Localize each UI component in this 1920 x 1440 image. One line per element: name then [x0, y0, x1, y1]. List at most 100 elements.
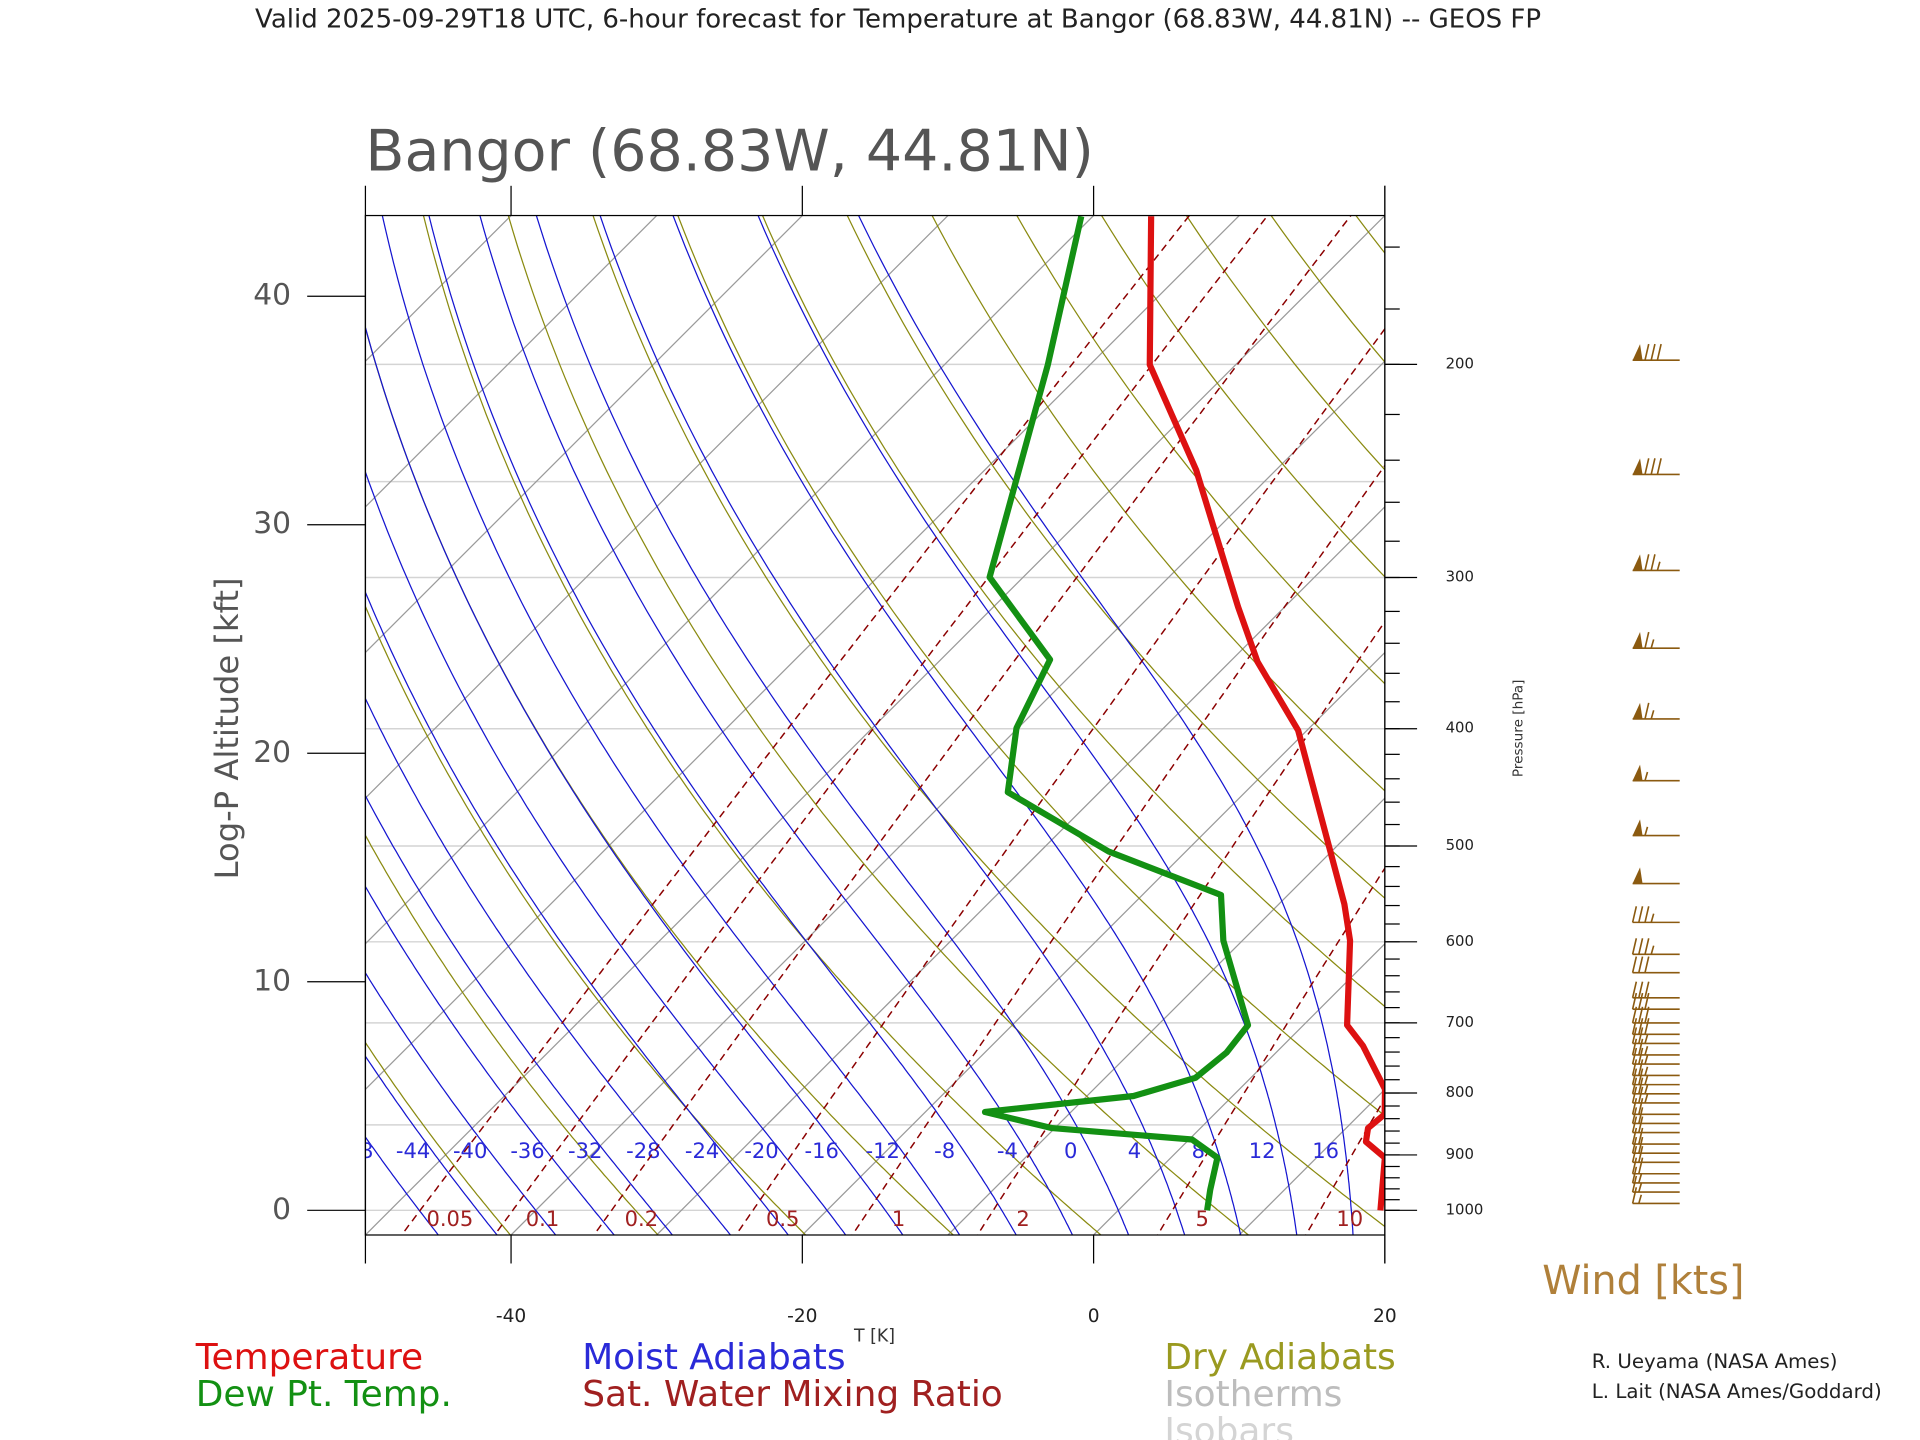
- wind-barb: [1632, 343, 1680, 361]
- barb-full: [1638, 1047, 1644, 1065]
- moist-adiabat-label: -32: [568, 1138, 602, 1163]
- barb-full: [1644, 1006, 1650, 1024]
- barb-full: [1631, 1175, 1638, 1193]
- wind-barb: [1631, 938, 1680, 956]
- moist-adiabat: [365, 1136, 440, 1235]
- y2-tick-label: 600: [1446, 932, 1474, 950]
- wind-barb: [1632, 764, 1680, 782]
- barb-full: [1631, 1157, 1638, 1174]
- y2-axis-label: Pressure [hPa]: [1511, 680, 1527, 778]
- isotherm: [365, 215, 512, 363]
- page-title: Valid 2025-09-29T18 UTC, 6-hour forecast…: [255, 4, 1541, 34]
- barb-half: [1644, 771, 1649, 781]
- barb-full: [1644, 554, 1650, 571]
- moist-adiabat-label: 12: [1249, 1138, 1276, 1163]
- moist-adiabat-label: -8: [934, 1138, 955, 1163]
- dry-adiabat: [365, 1041, 512, 1235]
- barb-full: [1638, 938, 1644, 955]
- barb-half: [1650, 639, 1655, 649]
- barb-half: [1644, 1055, 1649, 1065]
- x-tick-label: 20: [1373, 1306, 1397, 1327]
- moist-adiabat-label: -44: [396, 1138, 430, 1163]
- barb-pennant: [1632, 764, 1643, 781]
- isotherm: [365, 215, 1385, 1235]
- dry-adiabat: [365, 605, 807, 1235]
- barb-half: [1644, 1075, 1649, 1085]
- barb-full: [1631, 1116, 1638, 1133]
- mixing-ratio-line: [734, 327, 1385, 1235]
- mixing-ratio-line: [1305, 1096, 1385, 1235]
- barb-full: [1638, 1059, 1644, 1076]
- legend-entry: Moist Adiabats: [582, 1337, 845, 1378]
- wind-barb: [1631, 992, 1680, 1011]
- y2-tick-label: 500: [1446, 836, 1474, 854]
- moist-adiabat: [365, 325, 904, 1235]
- moist-adiabat: [365, 1055, 498, 1235]
- dry-adiabat: [1908, 177, 1920, 1241]
- wind-barb: [1631, 1086, 1680, 1104]
- credit: R. Ueyama (NASA Ames): [1592, 1350, 1838, 1373]
- y2-tick-label: 300: [1446, 567, 1474, 585]
- barb-full: [1631, 1136, 1638, 1154]
- y-axis-label: Log-P Altitude [kft]: [208, 577, 246, 879]
- dry-adiabat: [1270, 215, 1385, 364]
- moist-adiabat-label: -4: [997, 1138, 1018, 1163]
- moist-adiabat-label: -48: [339, 1138, 373, 1163]
- barb-full: [1638, 1038, 1644, 1056]
- dry-adiabat: [1742, 177, 1920, 1241]
- isotherm: [365, 215, 803, 654]
- mixing-ratio-line: [1156, 866, 1385, 1235]
- barb-pennant: [1632, 632, 1643, 649]
- barb-full: [1631, 1086, 1638, 1104]
- barb-full: [1631, 1077, 1638, 1094]
- moist-adiabat: [479, 215, 1074, 1235]
- barb-full: [1631, 1059, 1638, 1076]
- barb-full: [1631, 1166, 1638, 1184]
- y2-tick-label: 700: [1446, 1013, 1474, 1031]
- dry-adiabat: [846, 215, 1385, 900]
- y-tick-label: 30: [253, 506, 291, 541]
- dry-adiabat: [931, 215, 1385, 792]
- wind-barb: [1631, 1175, 1680, 1193]
- barb-full: [1631, 956, 1638, 973]
- barb-full: [1631, 1018, 1638, 1035]
- wind-barb: [1631, 981, 1680, 999]
- moist-adiabat-label: -20: [744, 1138, 778, 1163]
- dry-adiabat: [1355, 215, 1385, 255]
- barb-full: [1638, 1146, 1644, 1163]
- wind-barb: [1631, 956, 1680, 974]
- legend-entry: Temperature: [195, 1337, 423, 1378]
- wind-barb: [1631, 1166, 1680, 1184]
- barb-full: [1644, 702, 1650, 720]
- moist-adiabat-label: -24: [685, 1138, 719, 1163]
- x-tick-label: -20: [787, 1306, 817, 1327]
- profile-line: [981, 215, 1252, 1211]
- x-tick-label: -40: [496, 1306, 526, 1327]
- barb-full: [1644, 631, 1650, 649]
- barb-full: [1638, 1006, 1644, 1024]
- barb-half: [1644, 1094, 1649, 1104]
- mixing-ratio-label: 2: [1016, 1206, 1029, 1231]
- barb-full: [1638, 1127, 1644, 1145]
- barb-full: [1638, 1098, 1644, 1115]
- barb-full: [1631, 1098, 1638, 1115]
- barb-half: [1638, 1194, 1643, 1204]
- moist-adiabat: [365, 885, 615, 1235]
- wind-barb: [1631, 1006, 1680, 1024]
- isotherm: [1238, 1088, 1385, 1235]
- barb-half: [1644, 1046, 1649, 1056]
- mixing-ratio-label: 0.05: [426, 1206, 473, 1231]
- barb-full: [1631, 1006, 1638, 1024]
- wind-barb: [1631, 906, 1680, 924]
- mixing-ratio-line: [851, 464, 1385, 1235]
- mixing-ratio-label: 0.1: [526, 1206, 559, 1231]
- barb-full: [1644, 1018, 1650, 1035]
- moist-adiabat: [365, 697, 732, 1235]
- barb-pennant: [1632, 554, 1643, 571]
- barb-full: [1631, 938, 1638, 955]
- dry-adiabat: [1494, 177, 1920, 1241]
- y2-tick-label: 900: [1446, 1145, 1474, 1163]
- dry-adiabat: [1016, 215, 1385, 685]
- moist-adiabat: [857, 215, 1354, 1235]
- moist-adiabat-label: 0: [1064, 1138, 1077, 1163]
